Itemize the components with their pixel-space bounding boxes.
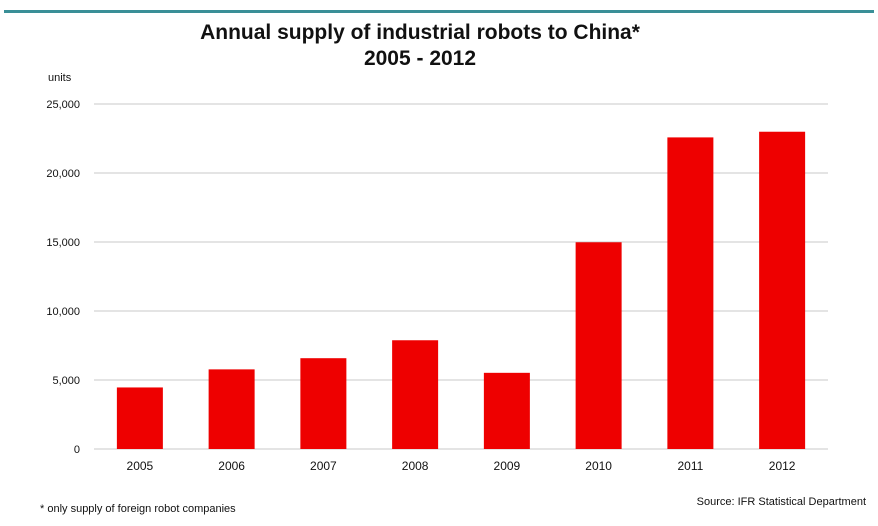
source-note: Source: IFR Statistical Department (696, 496, 866, 508)
top-accent-rule (4, 10, 874, 13)
x-tick-label: 2008 (402, 459, 429, 473)
bar (392, 340, 439, 449)
bar (575, 242, 622, 449)
x-tick-label: 2012 (769, 459, 796, 473)
x-tick-label: 2007 (310, 459, 337, 473)
y-tick-label: 25,000 (46, 99, 80, 111)
y-axis-label: units (48, 72, 72, 84)
footnote: * only supply of foreign robot companies (40, 503, 236, 515)
x-tick-label: 2011 (677, 459, 703, 473)
bar (208, 369, 255, 449)
bar (483, 372, 530, 449)
chart-title-line-1: Annual supply of industrial robots to Ch… (200, 21, 640, 44)
y-tick-label: 0 (74, 444, 80, 456)
y-tick-label: 15,000 (46, 237, 80, 249)
chart-title: Annual supply of industrial robots to Ch… (90, 20, 750, 72)
x-tick-label: 2009 (494, 459, 521, 473)
y-tick-label: 5,000 (52, 375, 80, 387)
bar (300, 358, 347, 449)
bar (667, 137, 714, 449)
x-tick-label: 2010 (585, 459, 612, 473)
chart-title-line-2: 2005 - 2012 (363, 47, 477, 70)
bar (116, 387, 163, 449)
x-tick-label: 2005 (127, 459, 154, 473)
x-tick-label: 2006 (218, 459, 245, 473)
bar (759, 131, 806, 449)
y-tick-label: 10,000 (46, 306, 80, 318)
y-tick-label: 20,000 (46, 168, 80, 180)
